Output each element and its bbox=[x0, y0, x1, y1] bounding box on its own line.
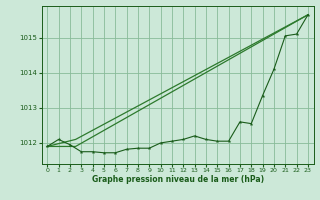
X-axis label: Graphe pression niveau de la mer (hPa): Graphe pression niveau de la mer (hPa) bbox=[92, 175, 264, 184]
